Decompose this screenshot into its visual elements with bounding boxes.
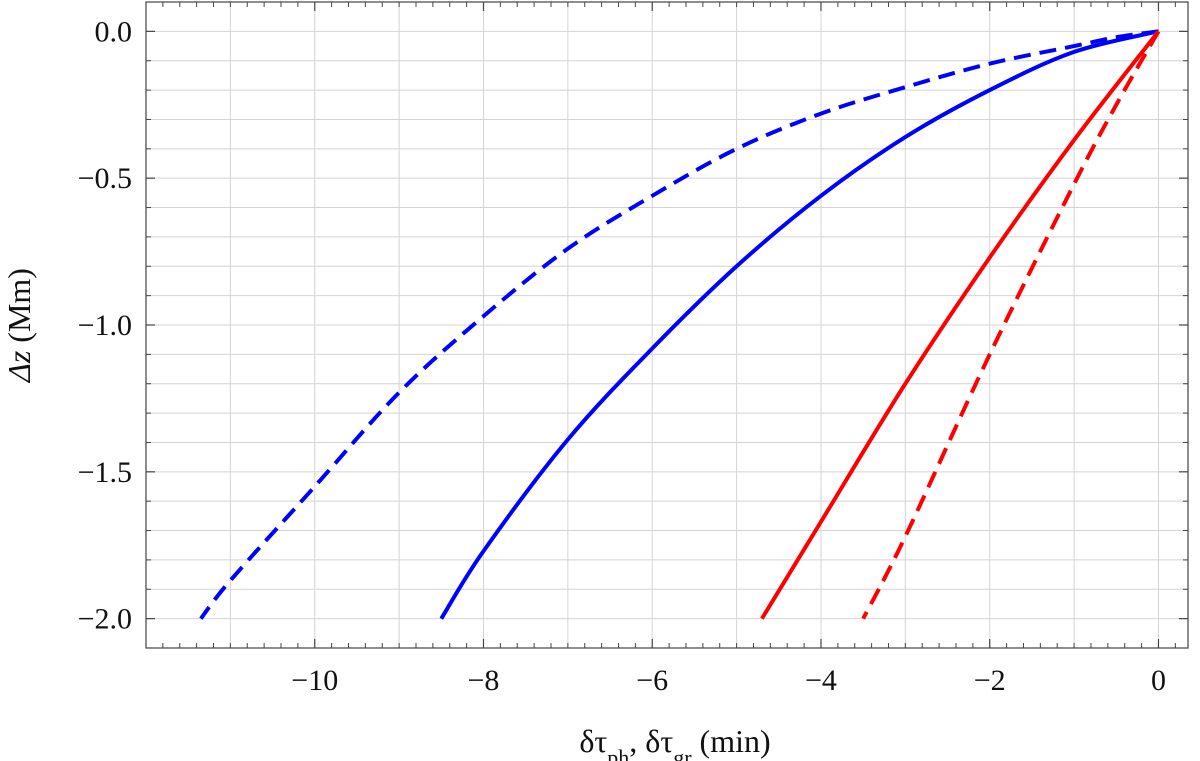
ticks: −10 −8 −6 −4 −2 0 0.0 −0.5 −1.0 −1.5 −2.0 — [78, 1, 1188, 697]
x-tick-label: −8 — [468, 664, 500, 697]
series-line-red-dashed — [861, 30, 1161, 620]
y-tick-label: −1.5 — [78, 456, 132, 489]
y-axis-label: Δz (Mm) — [1, 268, 37, 384]
series-line-blue-solid — [439, 29, 1159, 620]
y-tick-label: −2.0 — [78, 603, 132, 636]
series-line-blue-dashed — [199, 29, 1159, 620]
x-tick-label: −10 — [291, 664, 338, 697]
series — [199, 29, 1161, 620]
series-line-red-solid — [760, 30, 1161, 620]
y-tick-label: −1.0 — [78, 309, 132, 342]
y-tick-label: 0.0 — [95, 15, 133, 48]
x-tick-label: −6 — [636, 664, 668, 697]
x-tick-label: −2 — [974, 664, 1006, 697]
x-axis-label: δτph, δτgr (min) — [579, 723, 770, 761]
x-tick-label: 0 — [1151, 664, 1166, 697]
y-tick-label: −0.5 — [78, 162, 132, 195]
x-tick-label: −4 — [805, 664, 837, 697]
